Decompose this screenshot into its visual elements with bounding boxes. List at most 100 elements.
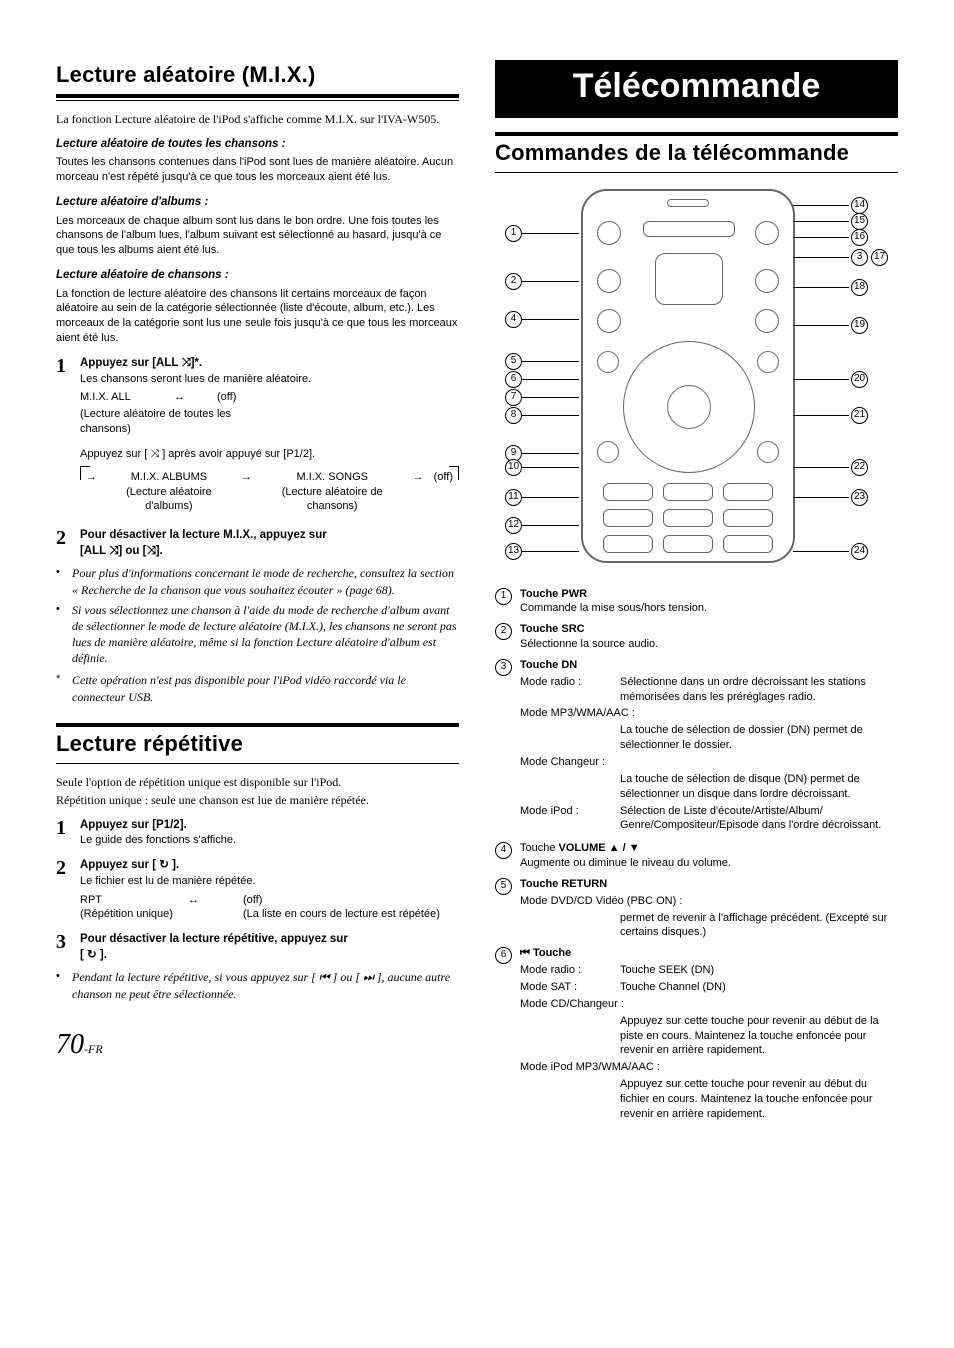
mode-label: Mode iPod : [520, 804, 614, 834]
rule [495, 172, 898, 173]
callout-number: 15 [851, 213, 868, 230]
sub2-title: Lecture aléatoire d'albums : [56, 195, 459, 211]
remote-button [597, 441, 619, 463]
remote-enter [667, 385, 711, 429]
press-p12: Appuyez sur [ ⤨ ] après avoir appuyé sur… [80, 447, 459, 462]
remote-button [663, 509, 713, 527]
chapter-title: Télécommande [495, 60, 898, 118]
text: M.I.X. ALBUMS [107, 470, 231, 485]
remote-button [723, 483, 773, 501]
sectionA-step2: 2 Pour désactiver la lecture M.I.X., app… [56, 528, 459, 559]
text: RPT [80, 893, 180, 908]
remote-button [603, 509, 653, 527]
callout-number: 17 [871, 249, 888, 266]
page-number: 70-FR [56, 1026, 459, 1064]
remote-button [755, 269, 779, 293]
callout-number: 5 [505, 353, 522, 370]
description-list: 1Touche PWRCommande la mise sous/hors te… [495, 587, 898, 1122]
description-item: 5Touche RETURNMode DVD/CD Vidéo (PBC ON)… [495, 877, 898, 940]
shuffle-icon: ⤨ [109, 545, 118, 557]
remote-figure: 124567891011121314151631718192021222324 [495, 183, 898, 573]
desc-mode-row: Mode DVD/CD Vidéo (PBC ON) : [520, 894, 898, 909]
mode-text [688, 894, 898, 909]
remote-button [597, 221, 621, 245]
section-b-title: Lecture répétitive [56, 729, 459, 759]
callout-number: 7 [505, 389, 522, 406]
callout-line [793, 221, 849, 222]
mode-text: Touche SEEK (DN) [620, 963, 898, 978]
callout-line [793, 205, 849, 206]
step-number: 1 [56, 818, 70, 848]
desc-number: 4 [495, 842, 512, 859]
remote-button [643, 221, 735, 237]
desc-title: Touche VOLUME ▲ / ▼ [520, 841, 898, 856]
callout-line [521, 281, 579, 282]
description-item: 3Touche DNMode radio :Sélectionne dans u… [495, 658, 898, 835]
desc-mode-row: Mode CD/Changeur : [520, 997, 898, 1012]
note-text: Pour plus d'informations concernant le m… [72, 565, 459, 597]
step1-label: Appuyez sur [ALL ⤨]*. [80, 356, 459, 372]
callout-number: 12 [505, 517, 522, 534]
mode-label: Mode radio : [520, 963, 614, 978]
desc-mode-sub: Appuyez sur cette touche pour revenir au… [620, 1077, 898, 1122]
callout-line [521, 415, 579, 416]
note-text: Si vous sélectionnez une chanson à l'aid… [72, 602, 459, 667]
callout-line [521, 551, 579, 552]
desc-mode-row: Mode radio : Touche SEEK (DN) [520, 963, 898, 978]
text: Appuyez sur [80, 819, 149, 831]
desc-body: ⏮ ToucheMode radio :Touche SEEK (DN)Mode… [520, 946, 898, 1121]
callout-line [521, 233, 579, 234]
desc-number: 2 [495, 623, 512, 640]
text: ]. [156, 545, 163, 557]
mode-text [630, 997, 898, 1012]
sub3-title: Lecture aléatoire de chansons : [56, 268, 459, 284]
callout-line [521, 361, 579, 362]
mode-label: Mode radio : [520, 675, 614, 705]
desc-mode-sub: permet de revenir à l'affichage précéden… [620, 911, 898, 941]
text: (Lecture aléatoire de chansons) [262, 485, 403, 515]
mode-label: Mode iPod MP3/WMA/AAC : [520, 1060, 660, 1075]
section-a-title: Lecture aléatoire (M.I.X.) [56, 60, 459, 90]
skip-fwd-icon [363, 970, 374, 984]
desc-line: Commande la mise sous/hors tension. [520, 601, 898, 616]
text: [ALL [80, 545, 109, 557]
page-number-suffix: -FR [84, 1042, 103, 1056]
mix-flow-box: → M.I.X. ALBUMS (Lecture aléatoire d'alb… [80, 466, 459, 519]
rule [56, 723, 459, 727]
arrow-icon: ↔ [188, 893, 199, 908]
sectionB-intro2: Répétition unique : seule une chanson es… [56, 792, 459, 808]
desc-mode-row: Mode SAT :Touche Channel (DN) [520, 980, 898, 995]
rule [495, 132, 898, 136]
rpt-row: RPT (Répétition unique) ↔ (off) (La list… [80, 893, 459, 923]
callout-number: 10 [505, 459, 522, 476]
desc-mode-row: Mode radio :Sélectionne dans un ordre dé… [520, 675, 898, 705]
text: Pour désactiver la lecture répétitive, a… [80, 933, 348, 945]
arrow-icon: → [413, 470, 424, 485]
remote-button [597, 351, 619, 373]
remote-button [755, 221, 779, 245]
callout-number: 4 [505, 311, 522, 328]
mode-label: Mode DVD/CD Vidéo (PBC ON) : [520, 894, 682, 909]
callout-number: 6 [505, 371, 522, 388]
remote-outline [581, 189, 795, 563]
text: (off) [434, 470, 453, 485]
desc-body: Touche SRCSélectionne la source audio. [520, 622, 898, 652]
desc-number: 5 [495, 878, 512, 895]
mode-text: Touche Channel (DN) [620, 980, 898, 995]
callout-line [793, 287, 849, 288]
callout-number: 11 [505, 489, 522, 506]
bullet-icon: • [56, 565, 66, 597]
text: ] après avoir appuyé sur [P1/2]. [159, 448, 315, 460]
desc-title: ⏮ Touche [520, 946, 898, 961]
description-item: 6⏮ ToucheMode radio :Touche SEEK (DN)Mod… [495, 946, 898, 1121]
sectionA-star-note: * Cette opération n'est pas disponible p… [56, 672, 459, 704]
desc-mode-sub: La touche de sélection de dossier (DN) p… [620, 723, 898, 753]
callout-line [521, 453, 579, 454]
step-label: Appuyez sur [ ↻ ]. [80, 858, 459, 874]
sub1-title: Lecture aléatoire de toutes les chansons… [56, 137, 459, 153]
repeat-icon: ↻ [87, 949, 97, 961]
bullet-icon: • [56, 602, 66, 667]
note-text: Cette opération n'est pas disponible pou… [72, 672, 459, 704]
mix-all-row: M.I.X. ALL ↔ (off) [80, 390, 459, 405]
sub2-body: Les morceaux de chaque album sont lus da… [56, 214, 459, 259]
